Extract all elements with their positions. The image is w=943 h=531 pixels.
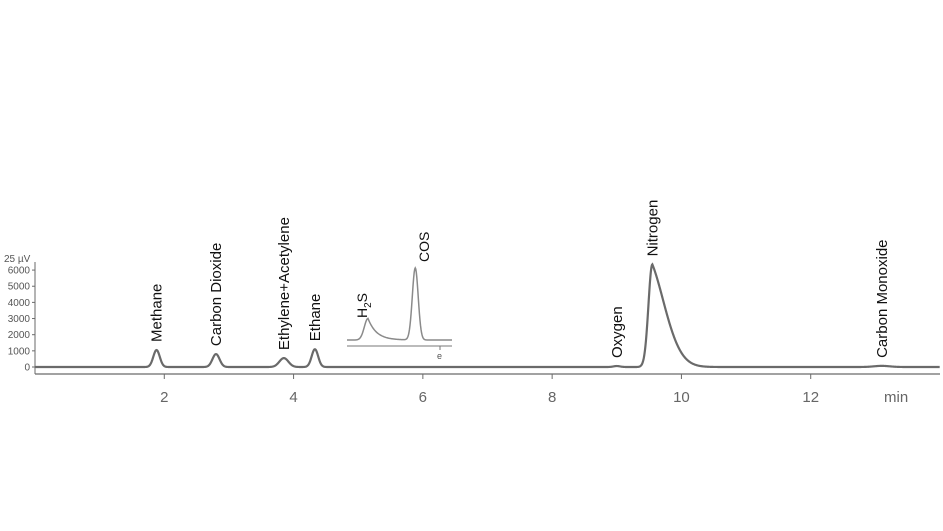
- chromatogram-trace: [35, 262, 940, 369]
- h2s-main: H: [354, 308, 370, 318]
- y-ticks: 0 1000 2000 3000 4000 5000 6000: [8, 266, 35, 374]
- x-tick-label: 12: [802, 389, 819, 406]
- peak-labels: Methane Carbon Dioxide Ethylene+Acetylene E…: [149, 200, 891, 358]
- inset-peak-label-cos: COS: [416, 232, 432, 262]
- peak-label: Oxygen: [609, 306, 626, 358]
- y-tick-label: 0: [24, 363, 30, 374]
- y-unit-label: 25 µV: [4, 254, 31, 265]
- peak-label: Carbon Dioxide: [208, 243, 225, 346]
- h2s-subscript: 2: [363, 302, 374, 308]
- inset-peak-label-h2s: H2S: [354, 293, 374, 318]
- y-tick-label: 1000: [8, 346, 31, 357]
- x-ticks: 2 4 6 8 10 12: [160, 374, 819, 406]
- peak-label: Ethane: [307, 294, 324, 342]
- peak-label: Nitrogen: [644, 200, 661, 257]
- x-tick-label: 10: [673, 389, 690, 406]
- y-tick-label: 6000: [8, 266, 31, 277]
- inset-chromatogram: e H2S COS: [347, 232, 452, 361]
- x-tick-label: 2: [160, 389, 168, 406]
- x-tick-label: 6: [419, 389, 427, 406]
- y-tick-label: 3000: [8, 314, 31, 325]
- peak-label: Methane: [149, 284, 166, 342]
- peak-label: Ethylene+Acetylene: [276, 217, 293, 350]
- inset-trace: [347, 266, 452, 341]
- x-tick-label: 4: [289, 389, 297, 406]
- y-tick-label: 4000: [8, 298, 31, 309]
- x-tick-label: 8: [548, 389, 556, 406]
- x-unit-label: min: [884, 389, 908, 406]
- h2s-end: S: [354, 293, 370, 302]
- inset-tick-label: e: [437, 351, 442, 361]
- y-tick-label: 2000: [8, 330, 31, 341]
- peak-label: Carbon Monoxide: [874, 239, 891, 357]
- y-tick-label: 5000: [8, 282, 31, 293]
